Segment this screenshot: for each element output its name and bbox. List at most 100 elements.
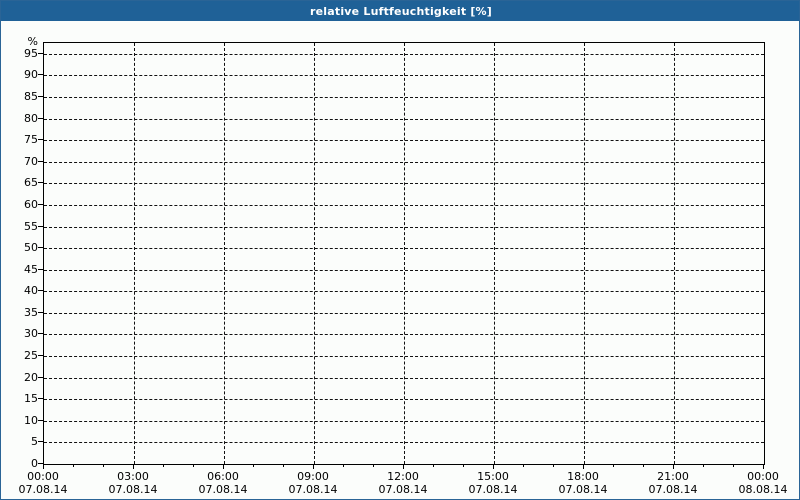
y-tick-mark xyxy=(38,52,43,54)
y-tick-label: 95 xyxy=(24,46,38,60)
x-tick-label-time: 09:00 xyxy=(297,470,329,483)
x-tick-label-time: 00:00 xyxy=(747,470,779,483)
x-tick-mark-minor xyxy=(253,464,254,467)
x-tick-mark-minor xyxy=(343,464,344,467)
gridline-vertical xyxy=(494,43,495,464)
x-tick-label: 12:00 07.08.14 xyxy=(358,470,448,497)
x-tick-label-date: 07.08.14 xyxy=(378,483,428,496)
x-tick-label-time: 03:00 xyxy=(117,470,149,483)
y-tick-label: 90 xyxy=(24,68,38,82)
x-tick-mark-major xyxy=(493,464,494,469)
x-tick-label-time: 06:00 xyxy=(207,470,239,483)
x-tick-mark-minor xyxy=(163,464,164,467)
x-tick-label: 00:00 08.08.14 xyxy=(718,470,799,497)
x-tick-mark-minor xyxy=(553,464,554,467)
x-tick-mark-minor xyxy=(463,464,464,467)
x-tick-label-date: 07.08.14 xyxy=(558,483,608,496)
x-tick-mark-minor xyxy=(523,464,524,467)
y-tick-label: 0 xyxy=(31,457,38,470)
x-tick-mark-minor xyxy=(103,464,104,467)
y-tick-label: 20 xyxy=(24,370,38,384)
y-tick-mark xyxy=(38,139,43,141)
x-tick-label-time: 18:00 xyxy=(567,470,599,483)
y-tick-label: 60 xyxy=(24,197,38,211)
x-tick-mark-major xyxy=(313,464,314,469)
x-tick-mark-minor xyxy=(613,464,614,467)
y-tick-mark xyxy=(38,463,43,464)
y-tick-mark xyxy=(38,376,43,378)
x-tick-mark-major xyxy=(133,464,134,469)
y-tick-label: 30 xyxy=(24,327,38,341)
gridline-vertical xyxy=(404,43,405,464)
x-tick-mark-major xyxy=(583,464,584,469)
x-tick-label-date: 07.08.14 xyxy=(468,483,518,496)
y-tick-label: 45 xyxy=(24,262,38,276)
y-tick-mark xyxy=(38,419,43,421)
x-tick-label-time: 12:00 xyxy=(387,470,419,483)
y-tick-label: 15 xyxy=(24,392,38,406)
y-tick-mark xyxy=(38,95,43,97)
page-title: relative Luftfeuchtigkeit [%] xyxy=(310,4,492,18)
x-axis: 00:00 07.08.14 03:00 07.08.14 06:00 07.08.14 0… xyxy=(1,21,799,499)
x-tick-mark-minor xyxy=(433,464,434,467)
x-tick-mark-minor xyxy=(703,464,704,467)
y-tick-label: 75 xyxy=(24,133,38,147)
y-tick-mark xyxy=(38,160,43,162)
x-tick-label-time: 21:00 xyxy=(657,470,689,483)
y-tick-mark xyxy=(38,355,43,357)
gridline-vertical xyxy=(674,43,675,464)
x-tick-mark-major xyxy=(43,464,44,469)
chart-canvas: 95 90 85 80 75 70 65 60 55 50 45 40 35 30 25 20 15 10 5 0% … xyxy=(1,21,799,499)
x-tick-label: 21:00 07.08.14 xyxy=(628,470,718,497)
x-tick-mark-minor xyxy=(373,464,374,467)
x-tick-mark-minor xyxy=(643,464,644,467)
x-tick-mark-major xyxy=(223,464,224,469)
x-tick-label: 09:00 07.08.14 xyxy=(268,470,358,497)
y-tick-label: 50 xyxy=(24,241,38,255)
y-tick-label: 85 xyxy=(24,89,38,103)
y-tick-label: 10 xyxy=(24,413,38,427)
x-tick-mark-major xyxy=(673,464,674,469)
x-tick-mark-minor xyxy=(73,464,74,467)
x-tick-mark-major xyxy=(403,464,404,469)
x-tick-label: 00:00 07.08.14 xyxy=(1,470,88,497)
x-tick-label-date: 07.08.14 xyxy=(288,483,338,496)
y-tick-mark xyxy=(38,311,43,313)
y-axis-unit-label: % xyxy=(27,34,38,48)
y-tick-label: 55 xyxy=(24,219,38,233)
y-tick-mark xyxy=(38,333,43,335)
chart-title-bar: relative Luftfeuchtigkeit [%] xyxy=(1,1,799,21)
gridline-vertical xyxy=(314,43,315,464)
y-tick-mark xyxy=(38,247,43,249)
x-tick-label: 15:00 07.08.14 xyxy=(448,470,538,497)
x-tick-label-date: 07.08.14 xyxy=(108,483,158,496)
y-axis: 95 90 85 80 75 70 65 60 55 50 45 40 35 30 25 20 15 10 5 0% xyxy=(1,21,43,499)
y-tick-label: 80 xyxy=(24,111,38,125)
y-tick-mark xyxy=(38,268,43,270)
x-tick-mark-minor xyxy=(193,464,194,467)
y-tick-mark xyxy=(38,182,43,184)
y-tick-label: 40 xyxy=(24,284,38,298)
x-tick-label-date: 07.08.14 xyxy=(18,483,68,496)
x-tick-mark-minor xyxy=(283,464,284,467)
y-tick-label: 35 xyxy=(24,305,38,319)
x-tick-mark-minor xyxy=(733,464,734,467)
gridline-vertical xyxy=(134,43,135,464)
x-tick-label-date: 07.08.14 xyxy=(198,483,248,496)
y-tick-mark xyxy=(38,441,43,443)
y-tick-label: 5 xyxy=(31,435,38,449)
x-tick-label-date: 08.08.14 xyxy=(738,483,788,496)
x-tick-label: 18:00 07.08.14 xyxy=(538,470,628,497)
x-tick-label-time: 00:00 xyxy=(27,470,59,483)
y-tick-label: 70 xyxy=(24,154,38,168)
y-tick-mark xyxy=(38,290,43,292)
x-tick-label-time: 15:00 xyxy=(477,470,509,483)
gridline-vertical xyxy=(584,43,585,464)
y-tick-label: 25 xyxy=(24,349,38,363)
y-tick-mark xyxy=(38,74,43,76)
x-tick-mark-major xyxy=(763,464,764,469)
plot-area xyxy=(43,42,765,465)
x-tick-label: 06:00 07.08.14 xyxy=(178,470,268,497)
y-tick-mark xyxy=(38,398,43,400)
